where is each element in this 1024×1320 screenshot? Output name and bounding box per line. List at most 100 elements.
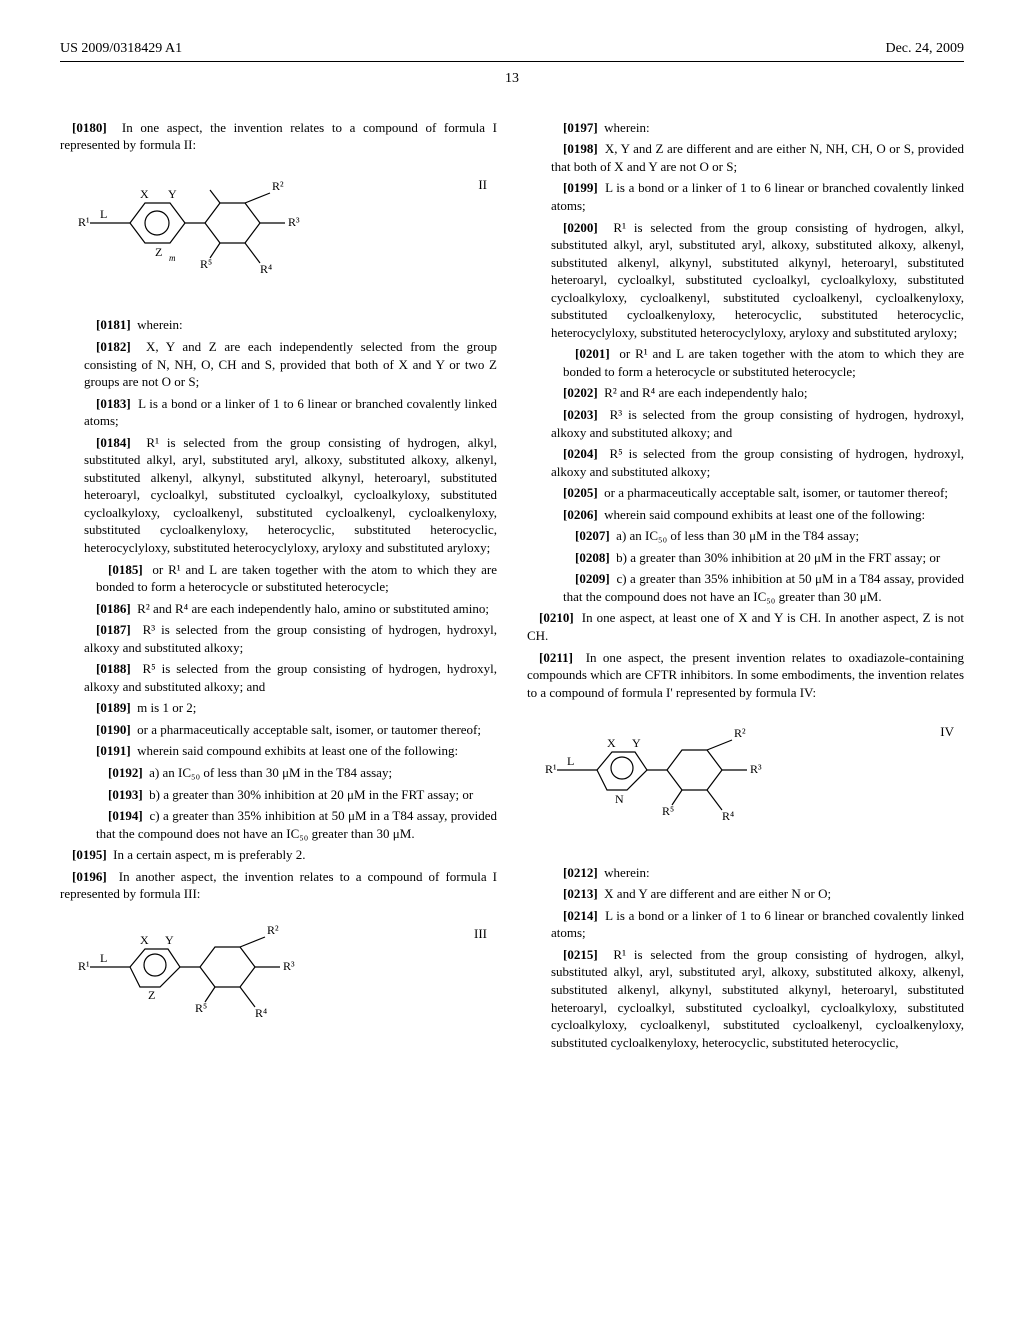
- para-text: wherein said compound exhibits at least …: [604, 507, 925, 522]
- para-text: R⁵ is selected from the group consisting…: [84, 661, 497, 694]
- para-text: R² and R⁴ are each independently halo;: [604, 385, 807, 400]
- para-num: [0194]: [108, 808, 143, 823]
- para-num: [0190]: [96, 722, 131, 737]
- para-0187: [0187] R³ is selected from the group con…: [84, 621, 497, 656]
- para-text: R⁵ is selected from the group consisting…: [551, 446, 964, 479]
- svg-text:Y: Y: [165, 933, 174, 947]
- para-text: In one aspect, the invention relates to …: [60, 120, 497, 153]
- content-columns: [0180] In one aspect, the invention rela…: [60, 119, 964, 1056]
- para-num: [0210]: [539, 610, 574, 625]
- svg-text:R⁵: R⁵: [662, 804, 674, 818]
- para-0182: [0182] X, Y and Z are each independently…: [84, 338, 497, 391]
- para-0189: [0189] m is 1 or 2;: [84, 699, 497, 717]
- svg-text:X: X: [140, 187, 149, 201]
- chemical-structure-ii: II R¹ L X: [60, 168, 497, 303]
- page-header: US 2009/0318429 A1 Dec. 24, 2009: [60, 40, 964, 62]
- para-num: [0188]: [96, 661, 131, 676]
- para-num: [0195]: [72, 847, 107, 862]
- para-num: [0200]: [563, 220, 598, 235]
- para-0199: [0199] L is a bond or a linker of 1 to 6…: [551, 179, 964, 214]
- svg-text:L: L: [100, 207, 107, 221]
- para-num: [0187]: [96, 622, 131, 637]
- para-num: [0181]: [96, 317, 131, 332]
- para-text: or a pharmaceutically acceptable salt, i…: [604, 485, 948, 500]
- publication-date: Dec. 24, 2009: [885, 40, 964, 59]
- para-num: [0206]: [563, 507, 598, 522]
- right-column: [0197] wherein: [0198] X, Y and Z are di…: [527, 119, 964, 1056]
- para-0183: [0183] L is a bond or a linker of 1 to 6…: [84, 395, 497, 430]
- para-num: [0205]: [563, 485, 598, 500]
- para-0212: [0212] wherein:: [551, 864, 964, 882]
- para-0184: [0184] R¹ is selected from the group con…: [84, 434, 497, 557]
- svg-text:Z: Z: [148, 988, 155, 1002]
- para-0206: [0206] wherein said compound exhibits at…: [551, 506, 964, 524]
- svg-text:R⁴: R⁴: [260, 262, 272, 276]
- para-num: [0192]: [108, 765, 143, 780]
- svg-text:X: X: [607, 736, 616, 750]
- para-text: wherein said compound exhibits at least …: [137, 743, 458, 758]
- para-0208: [0208] b) a greater than 30% inhibition …: [563, 549, 964, 567]
- para-text: R¹ is selected from the group consisting…: [551, 220, 964, 340]
- para-num: [0209]: [575, 571, 610, 586]
- para-num: [0180]: [72, 120, 107, 135]
- chemical-structure-iii: III R¹ L X Y: [60, 917, 497, 1042]
- svg-text:L: L: [100, 951, 107, 965]
- para-text: R¹ is selected from the group consisting…: [551, 947, 964, 1050]
- svg-text:L: L: [567, 754, 574, 768]
- para-num: [0208]: [575, 550, 610, 565]
- para-0209: [0209] c) a greater than 35% inhibition …: [563, 570, 964, 605]
- para-text: In one aspect, the present invention rel…: [527, 650, 964, 700]
- para-0193: [0193] b) a greater than 30% inhibition …: [96, 786, 497, 804]
- para-0210: [0210] In one aspect, at least one of X …: [527, 609, 964, 644]
- para-text: or R¹ and L are taken together with the …: [563, 346, 964, 379]
- para-0191: [0191] wherein said compound exhibits at…: [84, 742, 497, 760]
- svg-text:Y: Y: [168, 187, 177, 201]
- para-0205: [0205] or a pharmaceutically acceptable …: [551, 484, 964, 502]
- patent-number: US 2009/0318429 A1: [60, 40, 182, 59]
- para-0215: [0215] R¹ is selected from the group con…: [551, 946, 964, 1051]
- para-text: wherein:: [137, 317, 182, 332]
- para-text: L is a bond or a linker of 1 to 6 linear…: [84, 396, 497, 429]
- para-num: [0189]: [96, 700, 131, 715]
- para-text: X and Y are different and are either N o…: [604, 886, 831, 901]
- left-column: [0180] In one aspect, the invention rela…: [60, 119, 497, 1056]
- svg-text:R¹: R¹: [78, 215, 90, 229]
- para-text: In another aspect, the invention relates…: [60, 869, 497, 902]
- para-text: c) a greater than 35% inhibition at 50 μ…: [563, 571, 964, 604]
- para-num: [0183]: [96, 396, 131, 411]
- svg-text:R⁴: R⁴: [722, 809, 734, 823]
- para-0203: [0203] R³ is selected from the group con…: [551, 406, 964, 441]
- para-text: wherein:: [604, 120, 649, 135]
- para-num: [0207]: [575, 528, 610, 543]
- para-num: [0199]: [563, 180, 598, 195]
- para-0188: [0188] R⁵ is selected from the group con…: [84, 660, 497, 695]
- para-0201: [0201] or R¹ and L are taken together wi…: [563, 345, 964, 380]
- figure-label: III: [474, 925, 487, 943]
- svg-text:R²: R²: [272, 179, 284, 193]
- para-0190: [0190] or a pharmaceutically acceptable …: [84, 721, 497, 739]
- para-text: R² and R⁴ are each independently halo, a…: [137, 601, 489, 616]
- svg-text:R³: R³: [288, 215, 300, 229]
- para-text: m is 1 or 2;: [137, 700, 196, 715]
- svg-text:R¹: R¹: [545, 762, 557, 776]
- para-0181: [0181] wherein:: [84, 316, 497, 334]
- para-num: [0211]: [539, 650, 573, 665]
- para-text: R³ is selected from the group consisting…: [84, 622, 497, 655]
- para-num: [0197]: [563, 120, 598, 135]
- para-0192: [0192] a) an IC₅₀ of less than 30 μM in …: [96, 764, 497, 782]
- svg-text:Y: Y: [632, 736, 641, 750]
- svg-text:m: m: [169, 253, 176, 263]
- para-0214: [0214] L is a bond or a linker of 1 to 6…: [551, 907, 964, 942]
- para-text: or a pharmaceutically acceptable salt, i…: [137, 722, 481, 737]
- para-text: a) an IC₅₀ of less than 30 μM in the T84…: [149, 765, 392, 780]
- para-0204: [0204] R⁵ is selected from the group con…: [551, 445, 964, 480]
- svg-text:R⁵: R⁵: [195, 1001, 207, 1015]
- para-text: L is a bond or a linker of 1 to 6 linear…: [551, 180, 964, 213]
- para-text: a) an IC₅₀ of less than 30 μM in the T84…: [616, 528, 859, 543]
- svg-text:N: N: [615, 792, 624, 806]
- para-num: [0201]: [575, 346, 610, 361]
- para-0185: [0185] or R¹ and L are taken together wi…: [96, 561, 497, 596]
- para-text: X, Y and Z are different and are either …: [551, 141, 964, 174]
- para-0200: [0200] R¹ is selected from the group con…: [551, 219, 964, 342]
- para-0180: [0180] In one aspect, the invention rela…: [60, 119, 497, 154]
